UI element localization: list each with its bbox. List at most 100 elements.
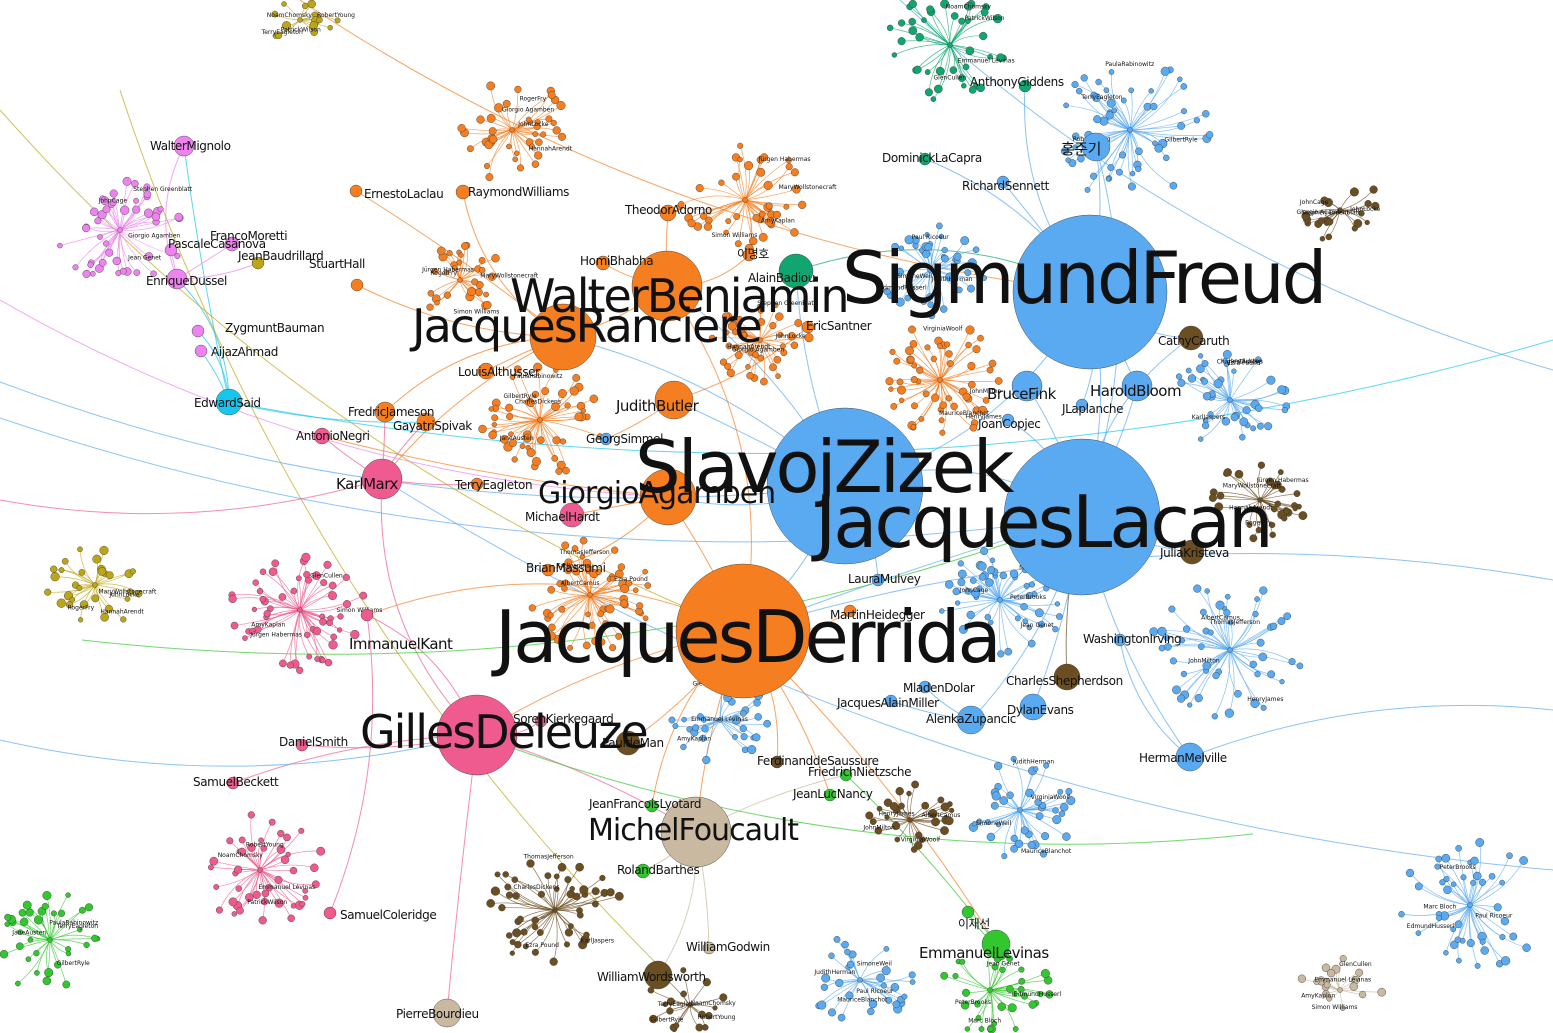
node-jameson[interactable] (374, 401, 396, 423)
minor-node-label: HannahArendt (529, 145, 573, 152)
graph-edge (446, 734, 478, 1014)
node-moretti[interactable] (224, 236, 240, 252)
node-smith[interactable] (295, 738, 309, 752)
node-casanova[interactable] (164, 243, 178, 257)
leaf-node (91, 594, 100, 603)
node-giddens[interactable] (1018, 79, 1032, 93)
leaf-node (1179, 637, 1186, 644)
node-dolar[interactable] (918, 680, 932, 694)
node-coleridge[interactable] (323, 906, 337, 920)
node-lacapra[interactable] (918, 152, 932, 166)
node-barthes[interactable] (635, 863, 651, 879)
node-levinas2[interactable] (961, 905, 975, 919)
node-irving[interactable] (1113, 633, 1127, 647)
node-wordsworth[interactable] (643, 960, 673, 990)
node-eagleton[interactable] (470, 477, 484, 491)
node-said[interactable] (215, 388, 243, 416)
node-kierkegaard[interactable] (534, 714, 548, 728)
node-nancy[interactable] (823, 788, 837, 802)
node-mignolo[interactable] (173, 135, 195, 157)
node-bhabha[interactable] (595, 255, 611, 271)
node-beckett[interactable] (226, 776, 240, 790)
leaf-node (1058, 810, 1066, 817)
leaf-node (458, 252, 464, 258)
node-laplanche[interactable] (1075, 398, 1089, 412)
node-ranciere[interactable] (529, 303, 597, 371)
node-shepherdson[interactable] (1053, 663, 1081, 691)
node-lyotard[interactable] (645, 799, 659, 813)
leaf-node (84, 903, 93, 912)
node-miller[interactable] (884, 694, 898, 708)
leaf-node (666, 1007, 674, 1015)
node-kristeva[interactable] (1179, 539, 1205, 565)
node-label-deleuze: GillesDeleuze (360, 705, 647, 759)
node-zizek[interactable] (766, 407, 924, 565)
minor-node-label: TerryEagleton (261, 29, 303, 36)
node-godwin[interactable] (702, 941, 716, 955)
node-ahmad[interactable] (194, 344, 208, 358)
node-melville[interactable] (1175, 742, 1205, 772)
node-zupancic[interactable] (956, 705, 986, 735)
leaf-node (265, 884, 273, 892)
node-bloom[interactable] (1121, 370, 1153, 402)
node-bourdieu[interactable] (432, 998, 462, 1028)
node-evans[interactable] (1019, 693, 1047, 721)
node-hall[interactable] (350, 278, 364, 292)
node-freud[interactable] (1012, 214, 1168, 370)
graph-edge (917, 44, 951, 70)
minor-node-label: JudithHerman (1012, 758, 1054, 765)
node-benjamin[interactable] (631, 250, 703, 322)
node-foucault[interactable] (660, 796, 732, 868)
leaf-node (299, 901, 306, 908)
node-massumi[interactable] (541, 563, 555, 577)
leaf-node (285, 851, 291, 858)
node-saussure[interactable] (770, 755, 784, 769)
node-butler[interactable] (654, 380, 694, 420)
node-althusser[interactable] (477, 362, 495, 380)
node-spivak[interactable] (416, 412, 436, 432)
node-simmel[interactable] (599, 432, 613, 446)
node-mulvey[interactable] (871, 573, 885, 587)
node-label-casanova: PascaleCasanova (168, 237, 266, 251)
node-kant[interactable] (360, 608, 374, 622)
node-williams[interactable] (455, 184, 471, 200)
node-bauman[interactable] (191, 324, 205, 338)
leaf-node (98, 258, 107, 267)
node-agamben[interactable] (639, 468, 697, 526)
node-deleuze[interactable] (436, 694, 518, 776)
node-demann[interactable] (615, 730, 641, 756)
node-levinas[interactable] (981, 929, 1011, 959)
node-sennett[interactable] (996, 175, 1010, 189)
node-badiou[interactable] (778, 253, 814, 289)
node-fink[interactable] (1011, 370, 1043, 402)
leaf-node (1152, 140, 1158, 147)
leaf-node (747, 745, 757, 755)
leaf-node (687, 219, 696, 228)
minor-node-label: NoamChomsky (691, 1000, 737, 1007)
node-baudrillard[interactable] (251, 256, 265, 270)
node-santner[interactable] (801, 320, 815, 334)
leaf-node (897, 385, 906, 395)
node-nietzsche[interactable] (839, 768, 853, 782)
node-derrida[interactable] (675, 563, 811, 699)
leaf-node (1277, 469, 1284, 475)
node-copjec[interactable] (1001, 413, 1015, 427)
node-heidegger[interactable] (843, 604, 857, 618)
leaf-node (991, 791, 1001, 801)
leaf-node (1234, 690, 1242, 698)
node-adorno[interactable] (659, 204, 677, 222)
node-lacan[interactable] (1003, 438, 1161, 596)
node-label-hall: StuartHall (309, 257, 365, 271)
leaf-node (731, 715, 742, 725)
node-caruth[interactable] (1178, 325, 1204, 351)
node-hong[interactable] (1081, 132, 1111, 162)
node-laclau[interactable] (349, 184, 363, 198)
node-dussel[interactable] (166, 268, 188, 290)
node-hardt[interactable] (559, 502, 585, 528)
leaf-node (1266, 375, 1276, 385)
node-marx[interactable] (361, 458, 403, 500)
leaf-node (739, 724, 747, 733)
node-lee[interactable] (742, 248, 756, 262)
leaf-node (505, 891, 514, 899)
node-negri[interactable] (313, 427, 331, 445)
